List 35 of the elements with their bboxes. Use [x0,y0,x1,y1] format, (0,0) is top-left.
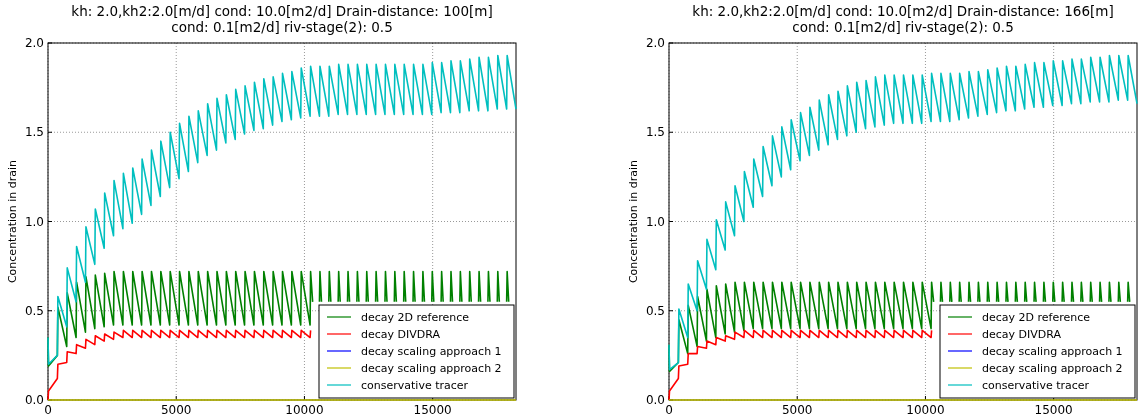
y-tick-label: 0.5 [645,303,665,318]
x-tick-label: 10000 [906,403,945,417]
legend-label: decay 2D reference [361,310,470,324]
y-tick-label: 1.0 [645,214,665,229]
y-tick-label: 0.5 [24,303,44,318]
chart-title: kh: 2.0,kh2:2.0[m/d] cond: 10.0[m2/d] Drain-distance: 166[m] cond: 0.1[m2/d] riv-stage(2): 0.5 [692,3,1114,35]
y-tick-label: 0.0 [24,393,44,408]
legend-label: decay 2D reference [982,310,1091,324]
legend-label: decay DIVDRA [982,327,1062,341]
y-tick-label: 1.5 [24,125,44,140]
y-axis-title: Concentration in drain [6,159,19,284]
line-series [668,329,933,401]
x-tick-label: 0 [665,403,673,417]
line-series [47,54,517,366]
y-tick-label: 0.0 [645,393,665,408]
line-series [47,329,312,401]
chart-title: kh: 2.0,kh2:2.0[m/d] cond: 10.0[m2/d] Drain-distance: 100[m] cond: 0.1[m2/d] riv-stage(2): 0.5 [71,3,493,35]
x-tick-label: 15000 [413,403,452,417]
y-axis-title: Concentration in drain [627,159,640,284]
legend-label: decay scaling approach 2 [982,361,1123,375]
legend-label: conservative tracer [982,378,1090,392]
legend-label: decay DIVDRA [361,327,441,341]
x-tick-label: 15000 [1034,403,1073,417]
x-tick-label: 5000 [781,403,813,417]
legend-label: conservative tracer [361,378,469,392]
x-tick-label: 5000 [160,403,192,417]
y-tick-label: 2.0 [645,36,665,51]
y-tick-label: 2.0 [24,36,44,51]
y-tick-label: 1.0 [24,214,44,229]
x-tick-label: 0 [44,403,52,417]
legend-label: decay scaling approach 1 [982,344,1123,358]
y-tick-label: 1.5 [645,125,665,140]
legend-label: decay scaling approach 1 [361,344,502,358]
legend-label: decay scaling approach 2 [361,361,502,375]
x-tick-label: 10000 [285,403,324,417]
